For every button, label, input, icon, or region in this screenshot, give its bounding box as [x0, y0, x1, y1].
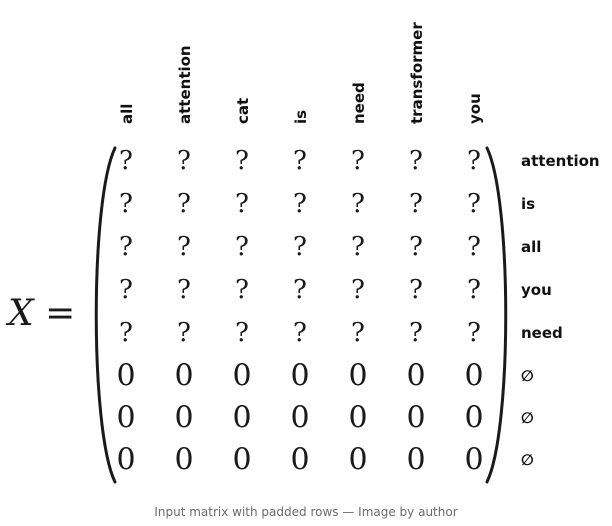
matrix-cell: 0	[406, 443, 425, 478]
column-label-is: is	[292, 110, 310, 124]
matrix-cell: ?	[409, 318, 423, 348]
matrix-cell: ?	[351, 275, 365, 305]
row-label-all: all	[521, 238, 541, 256]
matrix-cell: ?	[409, 275, 423, 305]
matrix-cell: 0	[406, 401, 425, 436]
matrix-cell: ?	[293, 189, 307, 219]
matrix-cell: ?	[467, 146, 481, 176]
matrix-cell: 0	[464, 443, 483, 478]
matrix-cell: 0	[290, 359, 309, 394]
matrix-cell: ?	[467, 275, 481, 305]
matrix-cell: 0	[232, 401, 251, 436]
matrix-cell: 0	[174, 443, 193, 478]
row-label-padding: ∅	[521, 409, 534, 427]
equation-label: X =	[5, 293, 75, 334]
matrix-cell: 0	[348, 443, 367, 478]
matrix-cell: 0	[116, 443, 135, 478]
matrix-cell: ?	[351, 232, 365, 262]
column-label-cat: cat	[234, 98, 252, 124]
matrix-cell: ?	[293, 318, 307, 348]
row-label-attention: attention	[521, 152, 600, 170]
matrix-cell: ?	[351, 189, 365, 219]
matrix-cell: 0	[232, 359, 251, 394]
matrix-cell: ?	[119, 232, 133, 262]
matrix-cell: ?	[177, 189, 191, 219]
matrix-cell: ?	[467, 189, 481, 219]
matrix-cell: ?	[293, 275, 307, 305]
row-labels: attention is all you need ∅ ∅ ∅	[521, 152, 600, 469]
column-labels: all attention cat is need transformer you	[118, 22, 484, 124]
matrix-cell: 0	[232, 443, 251, 478]
column-label-all: all	[118, 104, 136, 124]
column-label-you: you	[466, 93, 484, 124]
column-label-need: need	[350, 82, 368, 124]
right-parenthesis	[485, 146, 508, 484]
matrix-cell: ?	[235, 232, 249, 262]
matrix-cell: ?	[293, 146, 307, 176]
matrix-cell: ?	[235, 318, 249, 348]
matrix-cell: ?	[293, 232, 307, 262]
matrix-cell: 0	[406, 359, 425, 394]
row-label-padding: ∅	[521, 451, 534, 469]
matrix-cell: 0	[116, 359, 135, 394]
figure-caption: Input matrix with padded rows — Image by…	[154, 505, 458, 519]
matrix-cell: ?	[409, 189, 423, 219]
matrix-cell: ?	[235, 275, 249, 305]
matrix-cell: ?	[351, 318, 365, 348]
row-label-is: is	[521, 195, 535, 213]
matrix-cell: ?	[177, 275, 191, 305]
matrix-cell: ?	[119, 146, 133, 176]
matrix-cell: ?	[351, 146, 365, 176]
matrix-cell: 0	[174, 401, 193, 436]
matrix-cell: ?	[235, 146, 249, 176]
matrix-cell: ?	[409, 146, 423, 176]
matrix-cell: ?	[409, 232, 423, 262]
matrix-cell: ?	[119, 189, 133, 219]
matrix-cell: 0	[174, 359, 193, 394]
matrix-figure: X = all attention cat is need transformer you …	[5, 22, 600, 484]
row-label-padding: ∅	[521, 367, 534, 385]
matrix-cell: 0	[116, 401, 135, 436]
matrix-cell: ?	[467, 318, 481, 348]
matrix-cell: ?	[177, 232, 191, 262]
matrix-cell: 0	[348, 401, 367, 436]
matrix-cells: ?????????????????????????????????? ? 0 0 0 0 0…	[116, 146, 483, 478]
matrix-cell: ?	[119, 318, 133, 348]
matrix-cell: ?	[177, 146, 191, 176]
column-label-transformer: transformer	[408, 22, 426, 124]
matrix-cell: 0	[290, 401, 309, 436]
matrix-cell: ?	[119, 275, 133, 305]
left-parenthesis	[94, 146, 117, 484]
matrix-cell: 0	[348, 359, 367, 394]
matrix-cell: 0	[464, 359, 483, 394]
matrix-cell: 0	[464, 401, 483, 436]
column-label-attention: attention	[176, 45, 194, 124]
row-label-you: you	[521, 281, 552, 299]
matrix-cell: ?	[235, 189, 249, 219]
matrix-cell: ?	[177, 318, 191, 348]
row-label-need: need	[521, 324, 563, 342]
matrix-cell: 0	[290, 443, 309, 478]
matrix-cell: ?	[467, 232, 481, 262]
